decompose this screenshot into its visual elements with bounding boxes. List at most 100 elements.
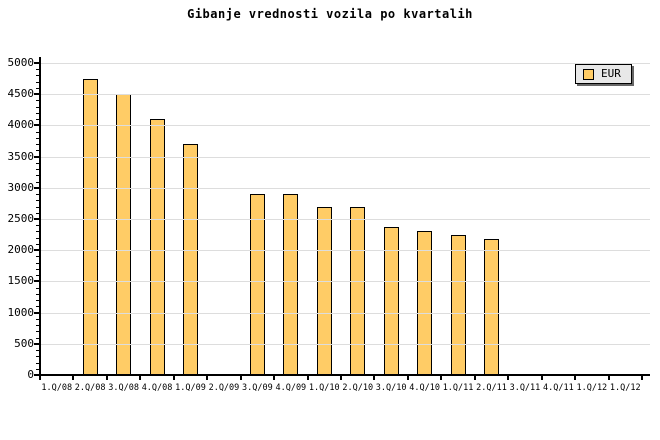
y-minor-tick <box>36 293 40 295</box>
bar <box>350 206 366 376</box>
x-axis-label: 1.Q/12 <box>576 383 608 393</box>
y-axis-label: 1000 <box>7 305 35 319</box>
x-tick <box>340 376 342 380</box>
x-axis-label: 2.Q/10 <box>342 383 374 393</box>
x-axis-label: 1.Q/09 <box>175 383 206 393</box>
bar <box>249 194 265 376</box>
x-axis-label: 1.Q/12 <box>609 383 641 393</box>
y-minor-tick <box>36 162 40 164</box>
x-tick <box>172 376 175 380</box>
bar <box>417 230 433 376</box>
gridline <box>40 281 650 283</box>
y-minor-tick <box>36 237 40 239</box>
x-axis-label: 4.Q/10 <box>409 383 440 393</box>
x-tick <box>373 376 376 380</box>
y-major-tick <box>34 280 40 283</box>
x-axis-label: 2.Q/08 <box>74 383 106 393</box>
y-major-tick <box>34 249 40 252</box>
x-axis-label: 3.Q/09 <box>242 383 273 393</box>
x-axis-label: 1.Q/11 <box>442 383 474 393</box>
y-minor-tick <box>36 368 40 370</box>
y-axis-label: 0 <box>27 368 34 381</box>
y-minor-tick <box>36 231 40 233</box>
gridline <box>40 250 650 252</box>
y-minor-tick <box>36 331 40 333</box>
x-axis-label: 4.Q/09 <box>275 383 307 393</box>
y-minor-tick <box>36 144 40 146</box>
y-minor-tick <box>36 131 40 133</box>
y-minor-tick <box>36 287 40 289</box>
y-minor-tick <box>36 119 40 121</box>
bar <box>116 94 132 376</box>
y-major-tick <box>34 218 40 220</box>
y-minor-tick <box>36 212 40 214</box>
bar <box>484 238 499 376</box>
x-axis-label: 2.Q/09 <box>208 383 240 393</box>
x-tick <box>406 376 409 380</box>
x-axis-line <box>39 374 650 376</box>
y-axis-label: 3000 <box>7 180 35 194</box>
x-axis-label: 4.Q/08 <box>141 383 173 393</box>
x-tick <box>72 376 75 380</box>
y-minor-tick <box>36 306 40 308</box>
x-axis-label: 3.Q/11 <box>509 383 541 393</box>
y-major-tick <box>34 62 40 64</box>
x-tick <box>206 376 209 380</box>
y-minor-tick <box>36 137 40 139</box>
y-minor-tick <box>36 181 40 183</box>
y-minor-tick <box>36 325 40 327</box>
y-minor-tick <box>36 100 40 102</box>
y-minor-tick <box>36 275 40 277</box>
y-minor-tick <box>36 150 40 152</box>
x-axis-label: 2.Q/11 <box>476 383 507 393</box>
x-tick <box>473 376 476 380</box>
x-axis-label: 3.Q/08 <box>108 383 139 393</box>
x-tick <box>273 376 276 380</box>
legend-swatch-icon <box>583 68 594 80</box>
x-tick <box>574 376 577 380</box>
bar <box>450 234 466 376</box>
y-axis-label: 2000 <box>7 243 35 257</box>
x-tick <box>540 376 543 380</box>
y-minor-tick <box>36 318 40 320</box>
gridline <box>40 312 650 314</box>
gridline <box>40 343 650 345</box>
y-minor-tick <box>36 200 40 202</box>
y-minor-tick <box>36 69 40 71</box>
x-tick <box>440 376 443 380</box>
x-tick <box>641 376 643 380</box>
legend-label: EUR <box>601 67 621 80</box>
legend-box: EUR <box>575 64 632 84</box>
y-minor-tick <box>36 206 40 208</box>
x-tick <box>239 376 242 380</box>
bar <box>283 194 299 376</box>
gridline <box>40 219 650 220</box>
gridline <box>40 63 650 64</box>
y-major-tick <box>34 124 40 127</box>
y-minor-tick <box>36 337 40 339</box>
bar <box>149 119 165 376</box>
y-major-tick <box>34 342 40 345</box>
y-axis-label: 2500 <box>7 212 35 225</box>
y-axis-label: 500 <box>14 336 34 350</box>
x-tick <box>306 376 309 380</box>
y-minor-tick <box>36 175 40 177</box>
y-axis-label: 4500 <box>7 87 35 101</box>
x-tick <box>607 376 610 380</box>
x-tick <box>507 376 510 380</box>
y-minor-tick <box>36 243 40 245</box>
y-minor-tick <box>36 194 40 196</box>
y-minor-tick <box>36 300 40 302</box>
y-major-tick <box>34 311 40 314</box>
x-axis-label: 1.Q/10 <box>308 383 340 393</box>
bar <box>183 144 198 376</box>
y-minor-tick <box>36 106 40 108</box>
y-major-tick <box>34 374 40 376</box>
y-minor-tick <box>36 362 40 364</box>
gridline <box>40 125 650 127</box>
y-axis-line <box>39 57 41 376</box>
x-tick <box>139 376 142 380</box>
bar <box>316 206 332 376</box>
gridline <box>40 187 650 189</box>
